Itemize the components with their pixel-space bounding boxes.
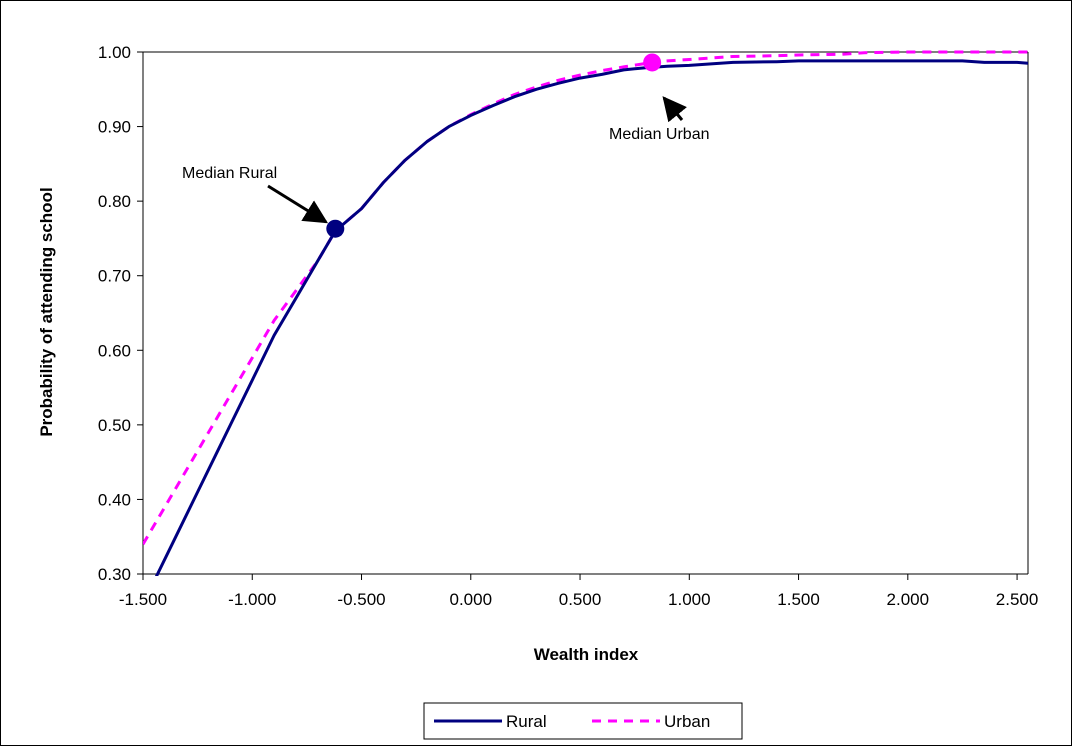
y-tick-label: 0.90 (98, 118, 131, 137)
y-tick-label: 0.40 (98, 490, 131, 509)
series-line-urban (143, 50, 1028, 545)
annotation-label: Median Urban (609, 126, 710, 143)
x-tick-label: 2.500 (996, 590, 1039, 609)
y-tick-label: 0.50 (98, 416, 131, 435)
x-tick-label: 2.000 (887, 590, 930, 609)
x-tick-label: 1.000 (668, 590, 711, 609)
plot-area (142, 51, 1029, 575)
marker-median-rural (326, 219, 345, 238)
y-tick-label: 0.70 (98, 267, 131, 286)
x-tick-label: 0.000 (450, 590, 493, 609)
x-tick-label: -0.500 (337, 590, 385, 609)
annotations: Median Rural Median Urban (182, 53, 710, 238)
annotation-arrow (267, 184, 329, 224)
y-tick-label: 0.80 (98, 192, 131, 211)
series-line-rural (154, 59, 1028, 576)
y-tick-label: 1.00 (98, 43, 131, 62)
x-tick-label: -1.000 (228, 590, 276, 609)
legend: Rural Urban (423, 702, 743, 740)
x-tick-label: 1.500 (777, 590, 820, 609)
x-tick-label: 0.500 (559, 590, 602, 609)
annotation-label: Median Rural (182, 165, 277, 182)
y-tick-label: 0.60 (98, 341, 131, 360)
legend-urban-label: Urban (664, 712, 710, 731)
x-tick-label: -1.500 (119, 590, 167, 609)
y-axis-title: Probability of attending school (37, 187, 56, 436)
series-layer (143, 50, 1028, 576)
y-axis-ticks: 0.30 0.40 0.50 0.60 0.70 0.80 0.90 1.00 (98, 43, 143, 584)
legend-rural-label: Rural (506, 712, 547, 731)
annotation-arrow (662, 96, 687, 123)
x-axis-ticks: -1.500 -1.000 -0.500 0.000 0.500 1.000 1.500 2.… (119, 574, 1038, 609)
marker-median-urban (643, 53, 662, 72)
x-axis-title: Wealth index (534, 645, 639, 664)
y-tick-label: 0.30 (98, 565, 131, 584)
